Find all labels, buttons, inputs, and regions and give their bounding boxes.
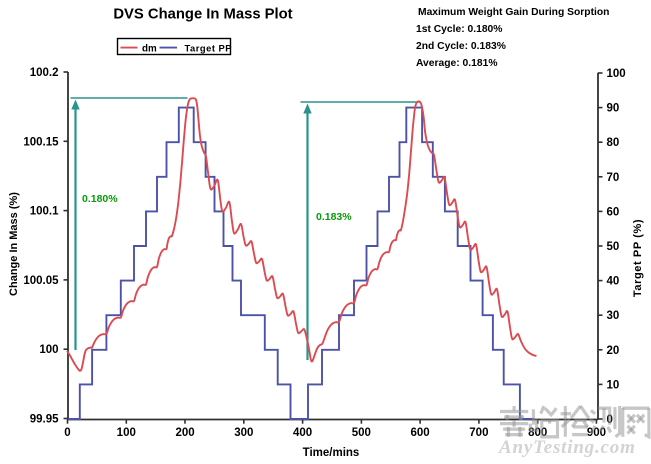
svg-text:Average: 0.181%: Average: 0.181% bbox=[416, 58, 497, 69]
svg-text:700: 700 bbox=[469, 427, 488, 439]
svg-text:70: 70 bbox=[607, 172, 620, 184]
svg-text:0.183%: 0.183% bbox=[316, 211, 352, 223]
svg-text:30: 30 bbox=[607, 310, 620, 322]
svg-text:50: 50 bbox=[607, 241, 620, 253]
svg-text:0: 0 bbox=[64, 427, 70, 439]
svg-text:Time/mins: Time/mins bbox=[303, 447, 360, 459]
svg-text:100.2: 100.2 bbox=[30, 67, 59, 79]
svg-text:20: 20 bbox=[607, 345, 620, 357]
svg-text:60: 60 bbox=[607, 206, 620, 218]
svg-text:DVS Change In Mass Plot: DVS Change In Mass Plot bbox=[113, 7, 292, 23]
svg-text:Target PP: Target PP bbox=[185, 42, 233, 53]
svg-text:0.180%: 0.180% bbox=[82, 193, 118, 205]
svg-text:1st Cycle: 0.180%: 1st Cycle: 0.180% bbox=[416, 24, 502, 35]
svg-text:90: 90 bbox=[607, 103, 620, 115]
svg-text:400: 400 bbox=[293, 427, 312, 439]
svg-text:100.15: 100.15 bbox=[23, 136, 59, 148]
svg-text:40: 40 bbox=[607, 276, 620, 288]
svg-text:300: 300 bbox=[234, 427, 253, 439]
svg-text:2nd Cycle: 0.183%: 2nd Cycle: 0.183% bbox=[416, 41, 506, 52]
svg-text:AnyTesting.com: AnyTesting.com bbox=[498, 437, 636, 458]
svg-text:100: 100 bbox=[39, 344, 58, 356]
svg-text:Target PP (%): Target PP (%) bbox=[632, 219, 644, 297]
svg-text:500: 500 bbox=[352, 427, 371, 439]
svg-text:80: 80 bbox=[607, 137, 620, 149]
svg-text:600: 600 bbox=[411, 427, 430, 439]
svg-text:Maximum Weight Gain During Sor: Maximum Weight Gain During Sorption bbox=[418, 7, 609, 18]
svg-text:dm: dm bbox=[142, 43, 157, 54]
svg-text:Change In Mass (%): Change In Mass (%) bbox=[8, 192, 20, 296]
svg-text:200: 200 bbox=[175, 427, 194, 439]
svg-text:100: 100 bbox=[607, 68, 626, 80]
svg-text:10: 10 bbox=[607, 379, 620, 391]
svg-text:99.95: 99.95 bbox=[30, 414, 59, 426]
svg-text:100.05: 100.05 bbox=[23, 275, 59, 287]
svg-text:100.1: 100.1 bbox=[30, 206, 59, 218]
svg-text:100: 100 bbox=[117, 427, 136, 439]
